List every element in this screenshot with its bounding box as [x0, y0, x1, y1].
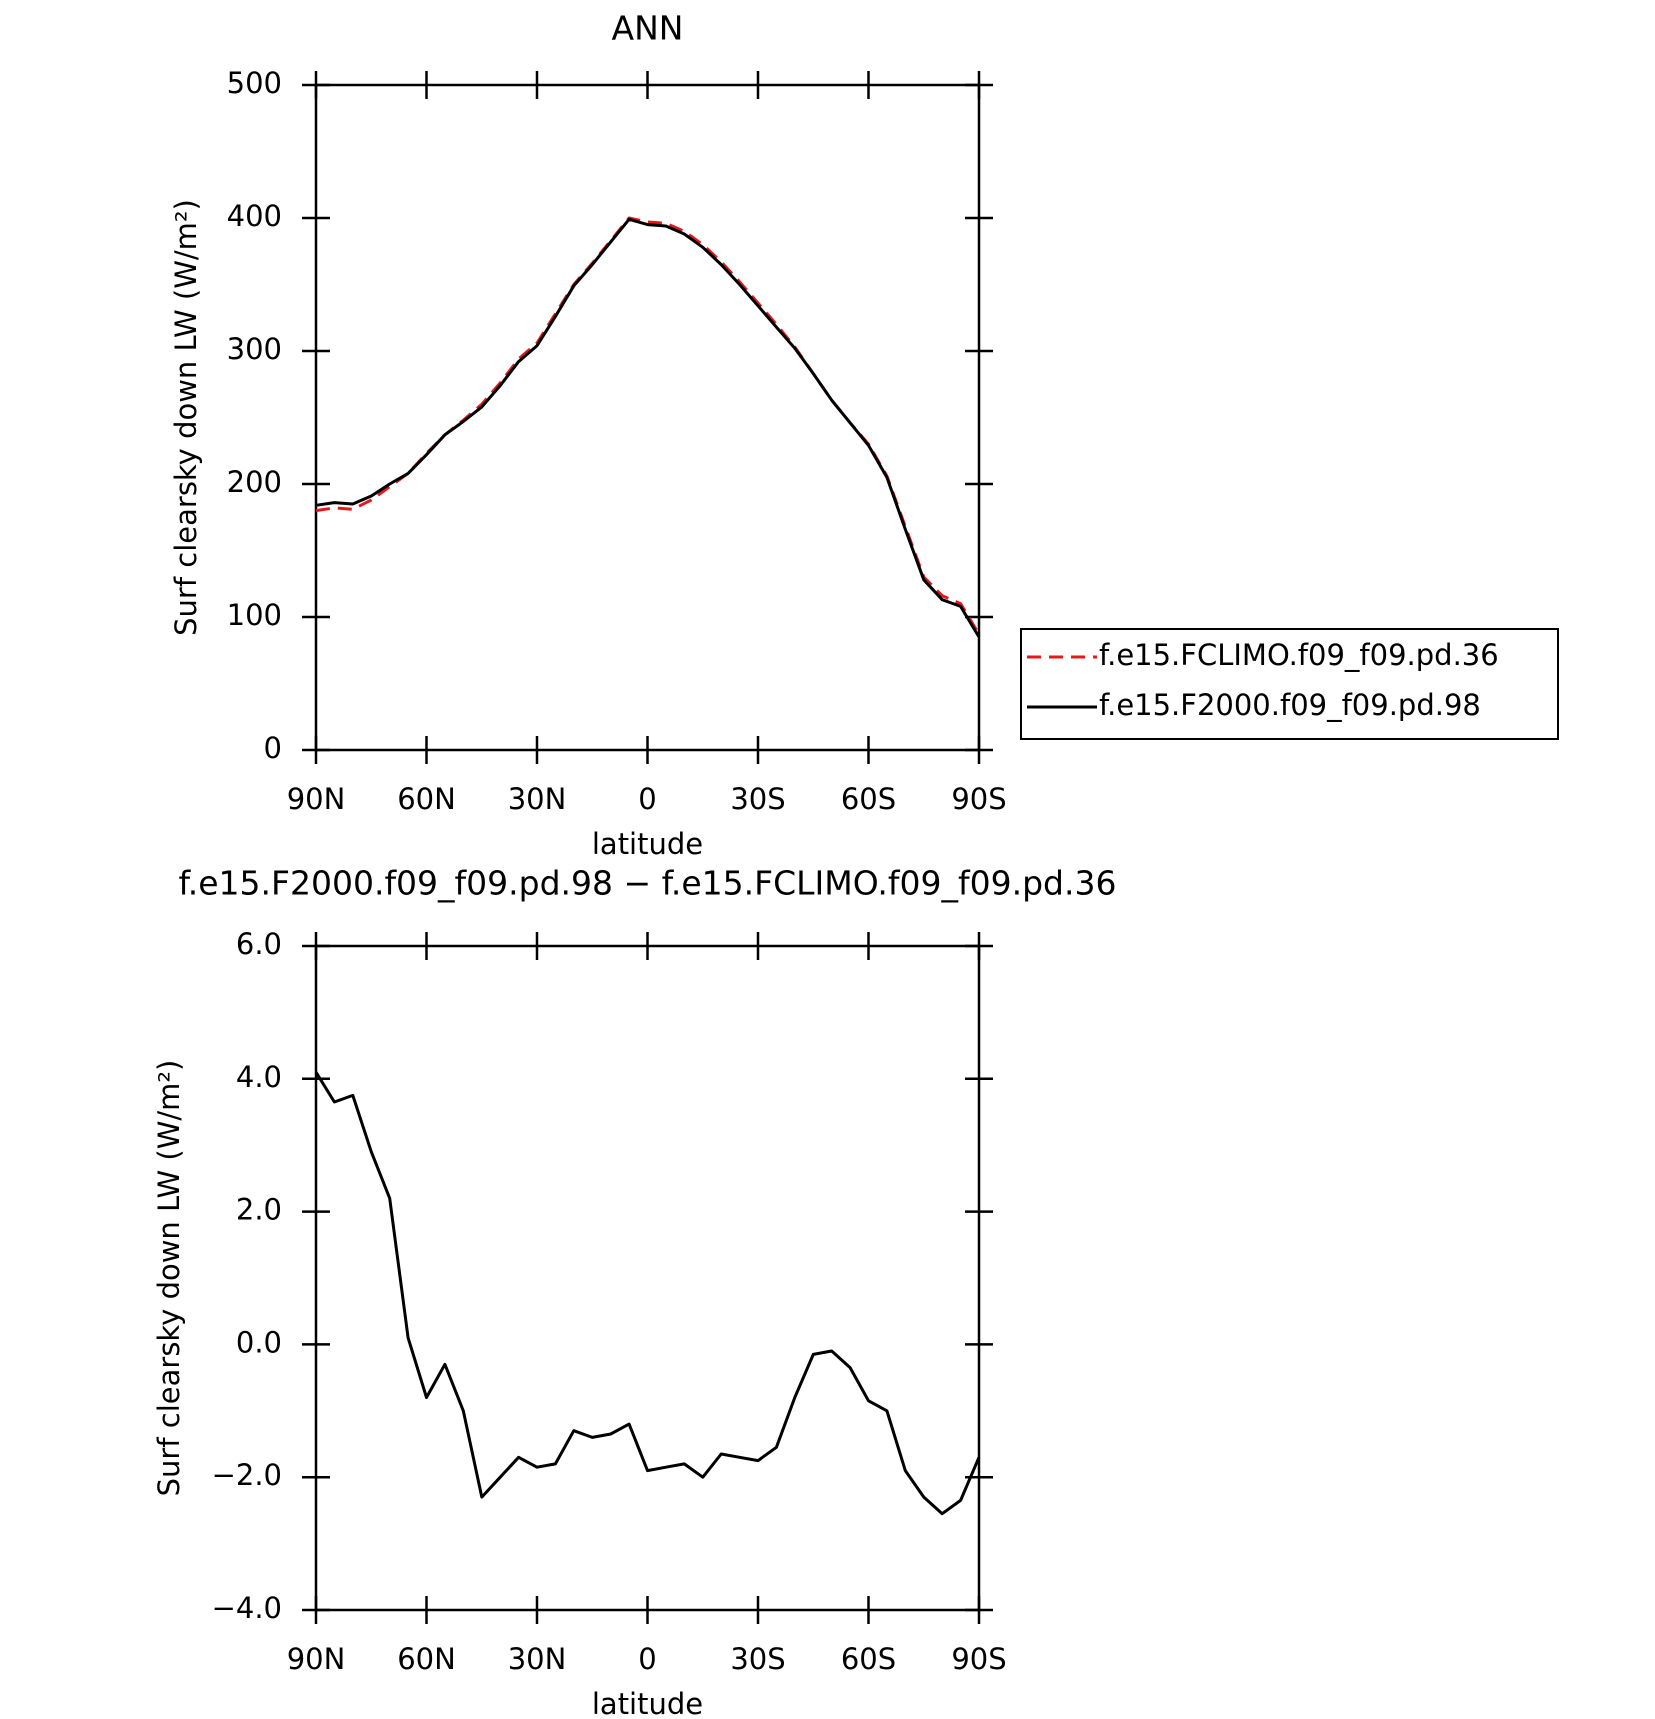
y-tick-label: 200 [227, 465, 282, 499]
x-tick-label: 60S [841, 1642, 896, 1676]
y-axis-label: Surf clearsky down LW (W/m²) [169, 199, 203, 636]
x-tick-label: 90S [951, 1642, 1006, 1676]
plot-frame [314, 944, 981, 1612]
y-tick-label: 500 [227, 66, 282, 100]
y-tick-label: 0 [264, 731, 282, 765]
x-tick-label: 60N [397, 782, 456, 816]
chart-title: ANN [612, 9, 684, 48]
y-tick-label: 100 [227, 598, 282, 632]
x-axis-label: latitude [592, 1687, 703, 1719]
x-tick-label: 30N [508, 1642, 567, 1676]
x-tick-label: 90N [287, 782, 346, 816]
y-tick-label: 300 [227, 332, 282, 366]
x-tick-label: 90N [287, 1642, 346, 1676]
x-tick-label: 0 [638, 1642, 656, 1676]
x-tick-label: 30S [730, 782, 785, 816]
chart-title: f.e15.F2000.f09_f09.pd.98 − f.e15.FCLIMO… [179, 864, 1117, 903]
data-line [315, 217, 981, 638]
y-tick-label: 400 [227, 199, 282, 233]
data-line [315, 216, 981, 636]
x-tick-label: 90S [951, 782, 1006, 816]
plot-frame [314, 83, 981, 752]
x-tick-label: 60N [397, 1642, 456, 1676]
x-tick-label: 60S [841, 782, 896, 816]
legend-box [1020, 628, 1559, 740]
y-tick-label: 0.0 [236, 1325, 282, 1359]
y-tick-label: −2.0 [212, 1458, 282, 1492]
data-line [314, 1071, 981, 1516]
x-tick-label: 30N [508, 782, 567, 816]
x-axis-label: latitude [592, 827, 703, 861]
y-tick-label: −4.0 [212, 1591, 282, 1625]
y-tick-label: 2.0 [236, 1193, 282, 1227]
legend-label: f.e15.F2000.f09_f09.pd.98 [1099, 688, 1481, 722]
x-tick-label: 30S [730, 1642, 785, 1676]
y-axis-label: Surf clearsky down LW (W/m²) [152, 1060, 186, 1497]
legend-label: f.e15.FCLIMO.f09_f09.pd.36 [1099, 638, 1499, 672]
y-tick-label: 6.0 [236, 927, 282, 961]
y-tick-label: 4.0 [236, 1060, 282, 1094]
x-tick-label: 0 [638, 782, 656, 816]
